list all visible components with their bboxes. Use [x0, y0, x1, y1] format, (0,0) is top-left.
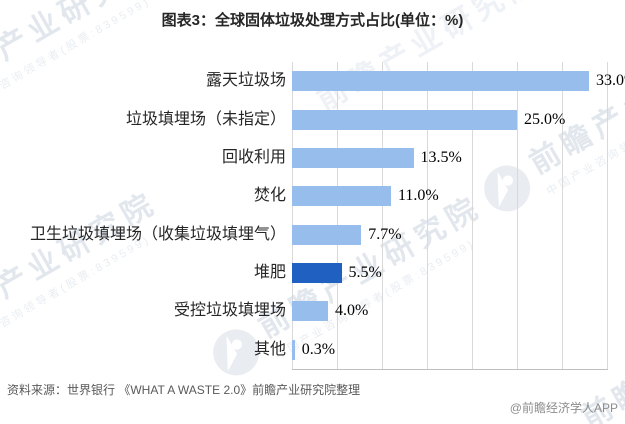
- source-note: 资料来源：世界银行 《WHAT A WASTE 2.0》前瞻产业研究院整理: [7, 383, 361, 397]
- value-label: 11.0%: [398, 187, 439, 205]
- bar: [292, 147, 414, 168]
- category-label: 受控垃圾填埋场: [173, 302, 286, 320]
- gridline: [382, 62, 383, 369]
- gridline: [562, 62, 563, 369]
- bar: [292, 339, 295, 360]
- credit-note: @前瞻经济学人APP: [509, 401, 618, 415]
- gridline: [517, 62, 518, 369]
- bar: [292, 301, 328, 322]
- bar: [292, 224, 362, 245]
- category-label: 卫生垃圾填埋场（收集垃圾填埋气）: [29, 225, 286, 243]
- value-label: 25.0%: [524, 110, 566, 128]
- gridline: [427, 62, 428, 369]
- category-label: 焚化: [253, 187, 286, 205]
- value-label: 0.3%: [301, 340, 336, 358]
- x-axis-line: [292, 369, 608, 370]
- value-label: 7.7%: [368, 225, 402, 243]
- gridline: [607, 62, 608, 369]
- bar: [292, 263, 342, 284]
- category-label: 堆肥: [253, 264, 286, 282]
- bar: [292, 186, 391, 207]
- category-label: 露天垃圾场: [205, 72, 286, 90]
- value-label: 13.5%: [420, 148, 462, 166]
- category-label: 回收利用: [221, 148, 286, 166]
- gridline: [292, 62, 293, 369]
- value-label: 5.5%: [348, 264, 382, 282]
- value-label: 33.0%: [596, 72, 625, 90]
- gridline: [337, 62, 338, 369]
- gridline: [472, 62, 473, 369]
- category-label: 其他: [253, 340, 286, 358]
- chart-title: 图表3：全球固体垃圾处理方式占比(单位：%): [161, 12, 464, 29]
- bar: [292, 109, 517, 130]
- value-label: 4.0%: [335, 302, 369, 320]
- category-label: 垃圾填埋场（未指定）: [125, 110, 286, 128]
- bar: [292, 71, 589, 92]
